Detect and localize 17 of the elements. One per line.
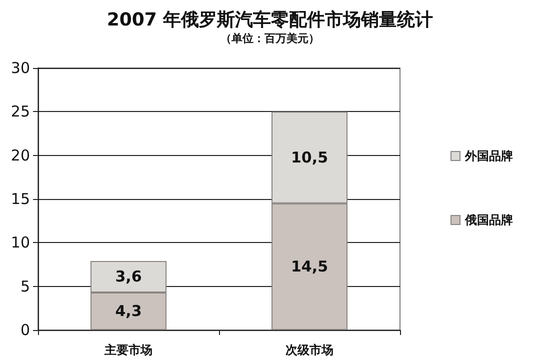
y-tick-label: 25 [10, 102, 30, 121]
data-label: 4,3 [115, 302, 142, 320]
y-tick-label: 20 [10, 146, 30, 164]
y-tick-label: 5 [20, 277, 30, 296]
data-label: 14,5 [290, 258, 328, 276]
y-tick-label: 30 [10, 59, 30, 77]
chart-title: 2007 年俄罗斯汽车零配件市场销量统计 [106, 10, 434, 30]
y-tick-label: 0 [20, 321, 30, 339]
data-label: 3,6 [115, 268, 142, 286]
x-tick-label: 主要市场 [104, 343, 152, 357]
x-tick-label: 次级市场 [286, 343, 334, 357]
y-tick-label: 15 [10, 190, 30, 208]
legend-label: 俄国品牌 [464, 213, 513, 227]
data-label: 10,5 [290, 148, 328, 167]
legend-label: 外国品牌 [464, 149, 513, 163]
y-tick-label: 10 [10, 234, 30, 252]
chart-subtitle: （单位：百万美元） [220, 32, 320, 45]
